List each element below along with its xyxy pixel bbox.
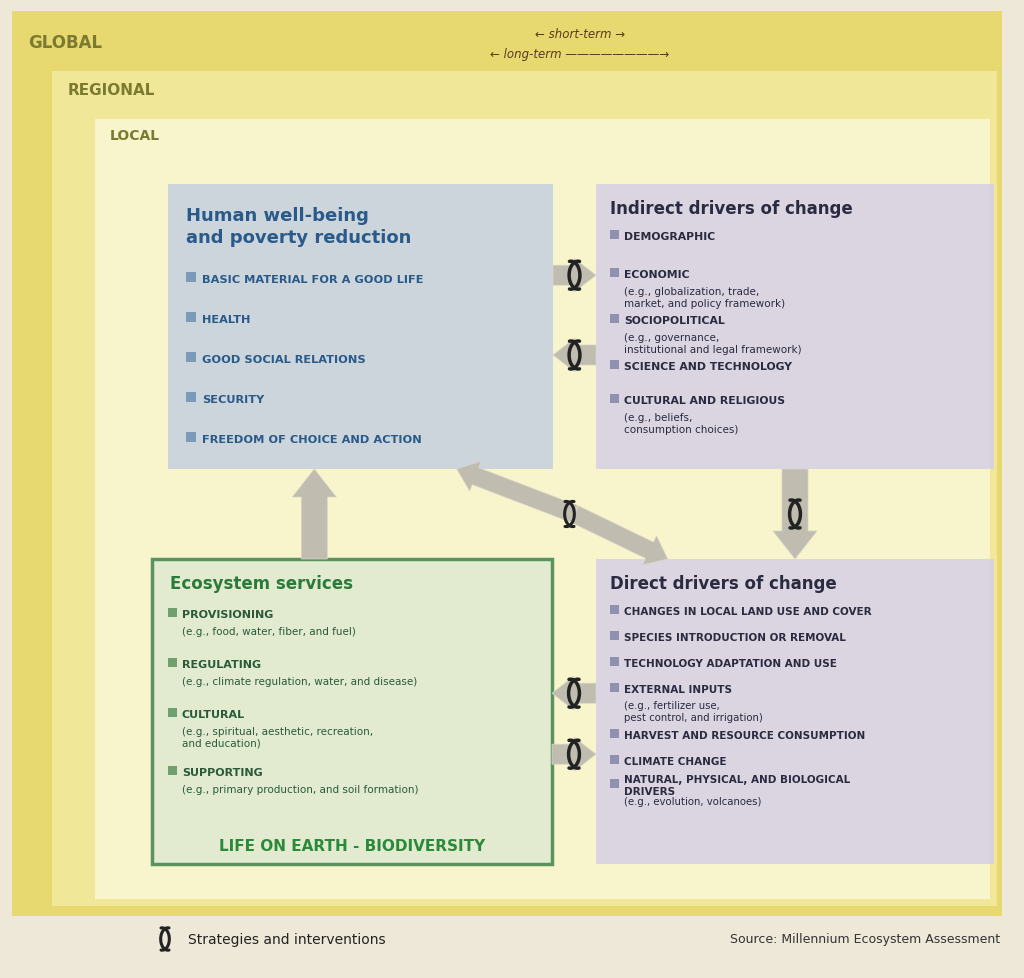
Bar [610,394,618,404]
Text: (e.g., fertilizer use,
pest control, and irrigation): (e.g., fertilizer use, pest control, and… [624,700,763,722]
FancyArrow shape [292,469,336,559]
Bar [95,120,990,899]
Bar [610,361,618,370]
Text: GLOBAL: GLOBAL [28,34,102,52]
Text: (e.g., primary production, and soil formation): (e.g., primary production, and soil form… [182,784,419,794]
Text: SCIENCE AND TECHNOLOGY: SCIENCE AND TECHNOLOGY [624,362,792,372]
FancyArrow shape [552,677,596,710]
Bar [186,432,196,443]
Text: TECHNOLOGY ADAPTATION AND USE: TECHNOLOGY ADAPTATION AND USE [624,658,837,668]
Bar [610,684,618,692]
Bar [596,559,994,865]
Bar [610,231,618,240]
Text: REGIONAL: REGIONAL [68,83,156,98]
Bar [168,608,177,617]
Bar [168,708,177,717]
Text: GOOD SOCIAL RELATIONS: GOOD SOCIAL RELATIONS [202,355,366,365]
FancyArrow shape [553,338,596,373]
Text: HEALTH: HEALTH [202,315,251,325]
Text: BASIC MATERIAL FOR A GOOD LIFE: BASIC MATERIAL FOR A GOOD LIFE [202,275,424,285]
Text: (e.g., evolution, volcanoes): (e.g., evolution, volcanoes) [624,796,762,806]
Bar [610,657,618,666]
Text: NATURAL, PHYSICAL, AND BIOLOGICAL
DRIVERS: NATURAL, PHYSICAL, AND BIOLOGICAL DRIVER… [624,775,850,796]
Text: FREEDOM OF CHOICE AND ACTION: FREEDOM OF CHOICE AND ACTION [202,434,422,445]
Text: CULTURAL: CULTURAL [182,709,245,719]
FancyArrow shape [457,462,578,523]
Text: Source: Millennium Ecosystem Assessment: Source: Millennium Ecosystem Assessment [730,933,1000,946]
Text: SECURITY: SECURITY [202,394,264,405]
Bar [610,730,618,738]
Text: (e.g., food, water, fiber, and fuel): (e.g., food, water, fiber, and fuel) [182,626,356,637]
Bar [596,185,994,469]
Bar [168,658,177,667]
Text: Ecosystem services: Ecosystem services [170,574,353,593]
Text: Indirect drivers of change: Indirect drivers of change [610,200,853,218]
Bar [186,392,196,403]
Bar [610,269,618,278]
Bar [168,766,177,776]
Text: EXTERNAL INPUTS: EXTERNAL INPUTS [624,685,732,694]
Bar [168,185,553,469]
Text: SUPPORTING: SUPPORTING [182,767,263,778]
Text: CHANGES IN LOCAL LAND USE AND COVER: CHANGES IN LOCAL LAND USE AND COVER [624,606,871,616]
Bar [52,72,997,906]
Text: CLIMATE CHANGE: CLIMATE CHANGE [624,756,726,766]
Bar [610,632,618,641]
Text: Strategies and interventions: Strategies and interventions [188,932,386,946]
Bar [186,273,196,283]
Text: PROVISIONING: PROVISIONING [182,609,273,619]
Bar [186,353,196,363]
Bar [152,559,552,865]
Text: (e.g., globalization, trade,
market, and policy framework): (e.g., globalization, trade, market, and… [624,287,785,308]
Text: (e.g., climate regulation, water, and disease): (e.g., climate regulation, water, and di… [182,677,417,687]
Text: ← short-term →: ← short-term → [535,28,625,41]
FancyArrow shape [773,469,817,559]
Bar [610,315,618,324]
Text: ECONOMIC: ECONOMIC [624,270,689,280]
Text: SPECIES INTRODUCTION OR REMOVAL: SPECIES INTRODUCTION OR REMOVAL [624,633,846,643]
FancyArrow shape [552,737,596,772]
Text: LIFE ON EARTH - BIODIVERSITY: LIFE ON EARTH - BIODIVERSITY [219,839,485,854]
FancyArrow shape [570,507,668,565]
Text: Direct drivers of change: Direct drivers of change [610,574,837,593]
Text: Human well-being
and poverty reduction: Human well-being and poverty reduction [186,206,412,247]
Text: ← long-term ————————→: ← long-term ————————→ [490,48,670,61]
FancyArrow shape [553,259,596,292]
Text: DEMOGRAPHIC: DEMOGRAPHIC [624,232,715,242]
Text: LOCAL: LOCAL [110,129,160,143]
Text: HARVEST AND RESOURCE CONSUMPTION: HARVEST AND RESOURCE CONSUMPTION [624,731,865,740]
Text: (e.g., beliefs,
consumption choices): (e.g., beliefs, consumption choices) [624,413,738,434]
Text: (e.g., spiritual, aesthetic, recreation,
and education): (e.g., spiritual, aesthetic, recreation,… [182,727,373,748]
Text: (e.g., governance,
institutional and legal framework): (e.g., governance, institutional and leg… [624,333,802,354]
Bar [610,779,618,788]
Bar [610,605,618,614]
Text: CULTURAL AND RELIGIOUS: CULTURAL AND RELIGIOUS [624,395,785,406]
Bar [186,313,196,323]
Bar [610,755,618,764]
Text: REGULATING: REGULATING [182,659,261,669]
Text: SOCIOPOLITICAL: SOCIOPOLITICAL [624,316,725,326]
